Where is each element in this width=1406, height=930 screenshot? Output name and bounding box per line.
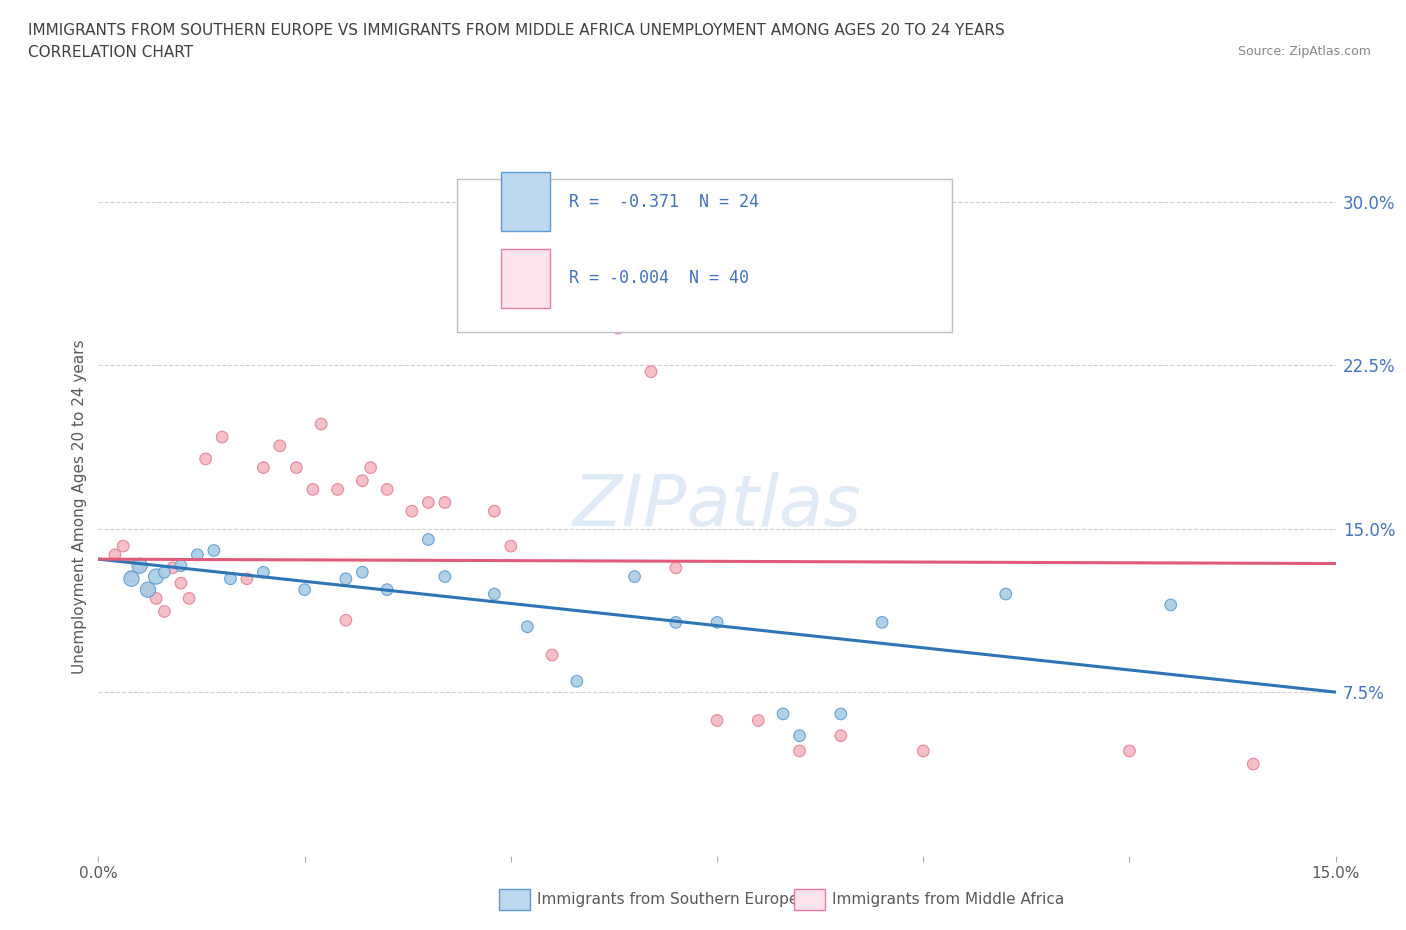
Point — [994, 587, 1017, 602]
Point — [565, 256, 588, 271]
Point — [565, 673, 588, 688]
Point — [326, 482, 349, 497]
Point — [162, 561, 184, 576]
Point — [179, 591, 201, 605]
Point — [335, 613, 357, 628]
Point — [375, 582, 398, 597]
Point — [747, 713, 769, 728]
Point — [375, 482, 398, 497]
Text: R =  -0.371  N = 24: R = -0.371 N = 24 — [568, 193, 759, 211]
Point — [665, 561, 688, 576]
Point — [269, 438, 291, 453]
Point — [128, 558, 150, 573]
Point — [170, 558, 193, 573]
Point — [294, 582, 316, 597]
Point — [772, 707, 794, 722]
Point — [830, 728, 852, 743]
Point — [352, 565, 374, 579]
Point — [418, 532, 440, 547]
Point — [830, 707, 852, 722]
Point — [194, 451, 217, 466]
Point — [120, 569, 142, 584]
Point — [302, 482, 325, 497]
Point — [285, 460, 308, 475]
Point — [252, 460, 274, 475]
Text: IMMIGRANTS FROM SOUTHERN EUROPE VS IMMIGRANTS FROM MIDDLE AFRICA UNEMPLOYMENT AM: IMMIGRANTS FROM SOUTHERN EUROPE VS IMMIG… — [28, 23, 1005, 38]
Point — [623, 569, 645, 584]
Point — [219, 571, 242, 586]
Point — [236, 571, 259, 586]
Point — [153, 604, 176, 619]
Point — [186, 548, 208, 563]
Point — [706, 713, 728, 728]
Point — [789, 744, 811, 759]
Point — [484, 504, 506, 519]
Point — [352, 473, 374, 488]
Point — [401, 504, 423, 519]
Point — [433, 569, 456, 584]
Text: CORRELATION CHART: CORRELATION CHART — [28, 45, 193, 60]
Point — [112, 538, 135, 553]
Point — [1160, 597, 1182, 612]
Text: Source: ZipAtlas.com: Source: ZipAtlas.com — [1237, 45, 1371, 58]
Point — [104, 548, 127, 563]
Point — [136, 582, 159, 597]
Point — [640, 365, 662, 379]
Point — [360, 460, 382, 475]
Point — [145, 569, 167, 584]
Bar — [501, 172, 550, 232]
Point — [153, 565, 176, 579]
Point — [309, 417, 332, 432]
Point — [789, 728, 811, 743]
Point — [252, 565, 274, 579]
Point — [335, 571, 357, 586]
Point — [484, 587, 506, 602]
Point — [170, 576, 193, 591]
Point — [541, 647, 564, 662]
Point — [1118, 744, 1140, 759]
Point — [136, 582, 159, 597]
Text: Immigrants from Middle Africa: Immigrants from Middle Africa — [832, 892, 1064, 907]
Point — [499, 538, 522, 553]
Point — [433, 495, 456, 510]
Point — [1241, 757, 1264, 772]
Point — [145, 591, 167, 605]
Text: Immigrants from Southern Europe: Immigrants from Southern Europe — [537, 892, 799, 907]
Point — [912, 744, 935, 759]
Point — [516, 619, 538, 634]
Point — [120, 571, 142, 586]
Point — [607, 321, 630, 336]
Point — [706, 615, 728, 630]
Y-axis label: Unemployment Among Ages 20 to 24 years: Unemployment Among Ages 20 to 24 years — [72, 339, 87, 674]
FancyBboxPatch shape — [457, 179, 952, 333]
Bar — [501, 248, 550, 308]
Text: ZIPatlas: ZIPatlas — [572, 472, 862, 541]
Point — [128, 558, 150, 573]
Text: R = -0.004  N = 40: R = -0.004 N = 40 — [568, 270, 748, 287]
Point — [202, 543, 225, 558]
Point — [418, 495, 440, 510]
Point — [665, 615, 688, 630]
Point — [211, 430, 233, 445]
Point — [870, 615, 893, 630]
